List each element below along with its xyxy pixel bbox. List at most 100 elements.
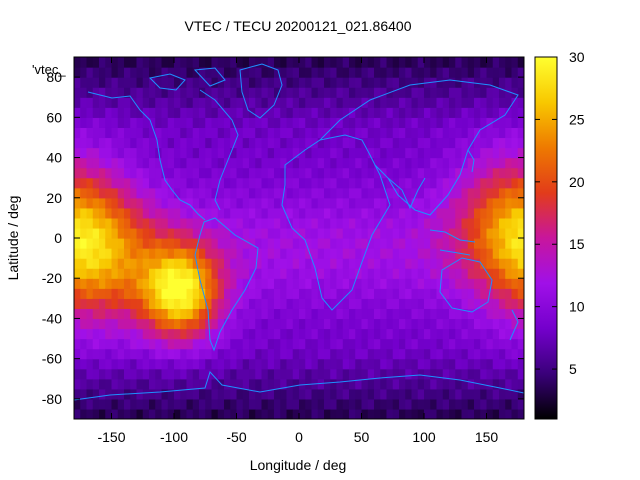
heatmap-cell (117, 97, 125, 108)
heatmap-cell (161, 67, 169, 78)
heatmap-cell (517, 298, 524, 309)
heatmap-cell (436, 378, 444, 390)
heatmap-cell (80, 308, 88, 320)
heatmap-cell (211, 398, 219, 410)
heatmap-cell (330, 97, 338, 108)
heatmap-cell (149, 348, 156, 360)
heatmap-cell (161, 328, 169, 340)
heatmap-cell (105, 248, 113, 259)
heatmap-cell (105, 107, 113, 118)
heatmap-cell (380, 398, 388, 410)
heatmap-cell (217, 57, 225, 68)
heatmap-cell (261, 187, 269, 199)
heatmap-cell (355, 328, 363, 340)
heatmap-cell (492, 268, 500, 279)
heatmap-cell (430, 278, 438, 289)
heatmap-cell (192, 408, 200, 419)
heatmap-cell (386, 338, 394, 350)
heatmap-cell (117, 77, 125, 88)
heatmap-cell (511, 258, 519, 269)
heatmap-cell (311, 157, 319, 169)
heatmap-cell (117, 57, 125, 68)
heatmap-cell (511, 328, 519, 340)
heatmap-cell (417, 308, 425, 320)
heatmap-cell (292, 197, 300, 209)
heatmap-cell (267, 77, 275, 88)
heatmap-cell (499, 167, 506, 179)
heatmap-cell (111, 288, 119, 299)
heatmap-cell (355, 187, 363, 199)
heatmap-cell (405, 217, 413, 229)
heatmap-cell (349, 398, 356, 410)
heatmap-cell (361, 147, 369, 159)
heatmap-cell (186, 408, 194, 419)
heatmap-cell (324, 227, 331, 239)
heatmap-cell (336, 217, 344, 229)
heatmap-cell (492, 378, 500, 390)
heatmap-cell (155, 217, 163, 229)
heatmap-cell (142, 348, 150, 360)
heatmap-cell (255, 328, 263, 340)
heatmap-cell (492, 248, 500, 259)
heatmap-cell (99, 388, 106, 400)
heatmap-cell (249, 288, 256, 299)
heatmap-cell (474, 217, 481, 229)
heatmap-cell (467, 177, 475, 189)
heatmap-cell (211, 107, 219, 118)
heatmap-cell (286, 288, 294, 299)
heatmap-cell (180, 248, 188, 259)
heatmap-cell (455, 318, 463, 330)
y-tick-label: 80 (46, 69, 62, 85)
heatmap-cell (149, 167, 156, 179)
heatmap-cell (386, 227, 394, 239)
heatmap-cell (311, 268, 319, 279)
heatmap-cell (74, 388, 81, 400)
heatmap-cell (499, 157, 506, 169)
heatmap-cell (155, 238, 163, 249)
heatmap-cell (236, 368, 244, 380)
heatmap-cell (230, 238, 238, 249)
heatmap-cell (311, 298, 319, 309)
heatmap-cell (324, 238, 331, 249)
heatmap-cell (499, 388, 506, 400)
heatmap-cell (349, 258, 356, 269)
heatmap-cell (267, 288, 275, 299)
heatmap-cell (430, 248, 438, 259)
heatmap-cell (74, 238, 81, 249)
heatmap-cell (86, 57, 94, 68)
heatmap-cell (330, 127, 338, 139)
heatmap-cell (330, 227, 338, 239)
heatmap-cell (242, 147, 250, 159)
heatmap-cell (136, 217, 144, 229)
heatmap-cell (461, 338, 469, 350)
heatmap-cell (380, 207, 388, 219)
heatmap-cell (86, 227, 94, 239)
heatmap-cell (167, 197, 175, 209)
heatmap-cell (367, 187, 375, 199)
heatmap-cell (324, 167, 331, 179)
heatmap-cell (455, 238, 463, 249)
heatmap-cell (174, 197, 181, 209)
coastline-antarctica (74, 371, 524, 401)
heatmap-cell (205, 67, 213, 78)
heatmap-cell (86, 258, 94, 269)
heatmap-cell (217, 348, 225, 360)
heatmap-cell (317, 308, 325, 320)
heatmap-cell (105, 288, 113, 299)
heatmap-cell (399, 227, 406, 239)
heatmap-cell (305, 157, 313, 169)
heatmap-cell (374, 388, 381, 400)
heatmap-cell (199, 107, 206, 118)
heatmap-cell (274, 77, 281, 88)
heatmap-cell (330, 57, 338, 68)
heatmap-cell (299, 348, 306, 360)
heatmap-cell (230, 358, 238, 370)
heatmap-cell (317, 318, 325, 330)
heatmap-cell (361, 197, 369, 209)
heatmap-cell (255, 97, 263, 108)
heatmap-cell (330, 147, 338, 159)
heatmap-cell (380, 77, 388, 88)
heatmap-cell (461, 227, 469, 239)
heatmap-cell (249, 368, 256, 380)
heatmap-cell (117, 318, 125, 330)
